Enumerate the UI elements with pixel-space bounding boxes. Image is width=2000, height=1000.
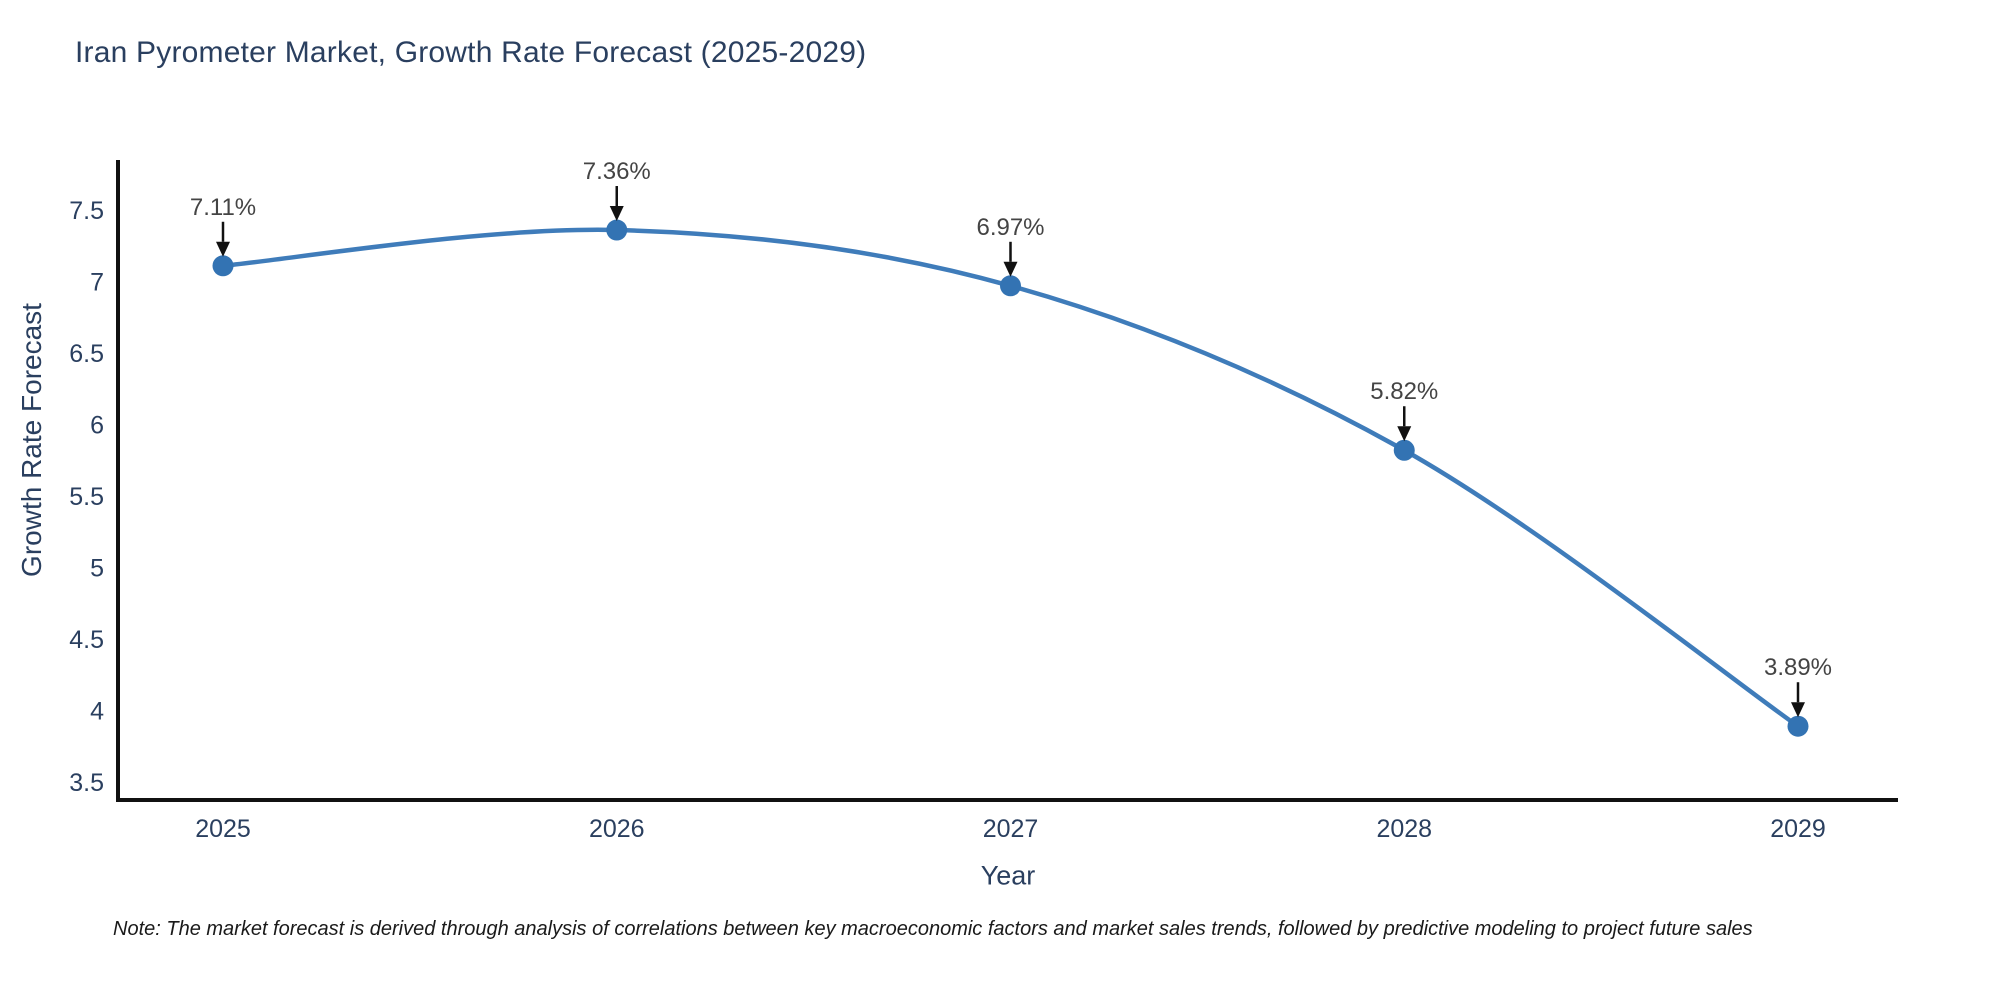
x-tick-label: 2026 bbox=[589, 815, 645, 843]
point-value-label: 7.36% bbox=[583, 158, 651, 185]
y-tick-label: 7 bbox=[90, 269, 104, 297]
annotation-arrow-head bbox=[216, 241, 230, 257]
point-value-label: 3.89% bbox=[1764, 654, 1832, 681]
x-tick-label: 2025 bbox=[195, 815, 251, 843]
point-value-label: 5.82% bbox=[1370, 378, 1438, 405]
data-point-marker bbox=[606, 219, 628, 241]
chart-title: Iran Pyrometer Market, Growth Rate Forec… bbox=[75, 36, 867, 69]
data-point-marker bbox=[1787, 715, 1809, 737]
y-tick-label: 4.5 bbox=[69, 626, 104, 654]
annotation-arrow-head bbox=[609, 206, 624, 222]
data-point-marker bbox=[1000, 275, 1021, 297]
footnote: Note: The market forecast is derived thr… bbox=[113, 918, 1753, 940]
x-tick-label: 2028 bbox=[1376, 815, 1432, 843]
x-tick-label: 2027 bbox=[983, 815, 1039, 843]
y-tick-label: 4 bbox=[90, 698, 104, 726]
y-tick-label: 5 bbox=[90, 555, 104, 583]
annotation-arrow-head bbox=[1791, 702, 1805, 718]
point-value-label: 6.97% bbox=[976, 214, 1044, 241]
forecast-line bbox=[220, 227, 1801, 729]
annotation-arrow-head bbox=[1003, 261, 1018, 277]
annotation-arrow-head bbox=[1397, 426, 1412, 442]
point-value-label: 7.11% bbox=[190, 194, 256, 221]
y-tick-label: 6.5 bbox=[69, 340, 104, 368]
x-tick-label: 2029 bbox=[1770, 815, 1826, 843]
y-tick-label: 3.5 bbox=[69, 769, 104, 797]
x-axis-title: Year bbox=[980, 860, 1036, 891]
y-tick-label: 6 bbox=[90, 412, 104, 440]
data-point-marker bbox=[1393, 439, 1415, 461]
y-tick-label: 7.5 bbox=[69, 197, 104, 225]
data-point-marker bbox=[212, 255, 234, 277]
y-tick-label: 5.5 bbox=[69, 483, 104, 511]
